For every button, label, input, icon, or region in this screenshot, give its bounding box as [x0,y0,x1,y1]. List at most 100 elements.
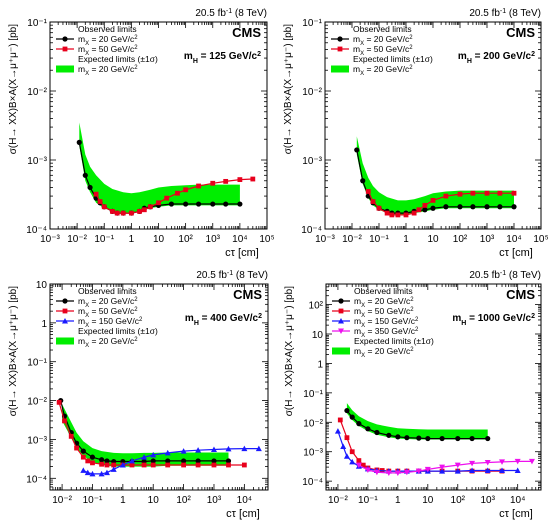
x-tick-label: 10 [422,495,434,506]
data-point [439,464,446,471]
data-point [226,462,231,468]
x-tick-label: 1 [403,234,409,245]
y-tick-label: 1 [41,319,47,330]
legend-marker [338,328,344,334]
x-tick-label: 10⁴ [506,234,521,245]
chart-panel-bottom-right: 20.5 fb-1 (8 TeV) 10⁻² 10⁻¹ 1 10 10² 10³ 10⁴ 10⁻… [284,270,542,520]
data-point [195,458,201,464]
legend-entry: mX = 20 GeV/c2 [78,336,138,349]
data-point [454,462,461,469]
data-point [349,414,355,420]
data-point [74,445,79,451]
x-tick-label: 1 [129,234,135,245]
x-tick-label: 10⁴ [510,495,525,506]
y-tick-label: 10⁻⁴ [302,477,323,488]
x-tick-label: 10 [148,495,160,506]
y-tick-label: 10⁻² [27,87,47,98]
legend-entry: mX = 50 GeV/c2 [78,44,138,57]
cms-label: CMS [506,25,535,40]
mass-label: mH = 125 GeV/c2 [184,51,261,65]
data-point [389,212,395,218]
data-point [386,432,392,438]
x-tick-label: 1 [120,495,126,506]
plot-area [56,397,262,477]
data-point [416,207,422,213]
x-tick-label: 10³ [480,495,495,506]
data-point [484,467,491,473]
data-point [484,204,490,210]
x-tick-label: 10² [176,495,191,506]
data-point [128,210,134,216]
plot-area [76,122,256,216]
data-point [457,204,463,210]
series-50-gev [56,399,247,468]
data-point [255,445,262,452]
legend-marker [338,298,344,304]
y-tick-label: 10 [312,330,324,341]
legend-header: Expected limits (±1σ) [353,54,433,64]
data-point [62,418,67,424]
cms-label: CMS [506,287,535,302]
data-point [344,435,350,441]
y-tick-label: 10⁻² [302,87,322,98]
data-point [250,176,256,182]
data-point [98,470,105,477]
x-tick-label: 10 [153,234,165,245]
legend-header: Observed limits [354,286,413,296]
data-point [470,204,476,210]
data-point [84,469,91,476]
data-point [241,445,248,452]
data-point [511,190,517,196]
x-tick-label: 10⁵ [259,234,274,245]
data-point [365,426,371,432]
legend-marker [338,318,344,324]
y-tick-label: 10⁻³ [27,435,47,446]
data-point [196,183,201,189]
data-point [195,462,201,468]
data-point [223,178,229,184]
data-point [356,421,362,427]
data-point [87,184,93,191]
data-point [237,201,243,207]
x-tick-label: 10⁴ [237,495,252,506]
chart-panel-top-left: 20.5 fb-1 (8 TeV) 10⁻³ 10⁻² 10⁻¹ 1 10 10² 10³ 10… [8,8,275,260]
data-point [422,202,428,208]
data-point [93,191,99,197]
data-point [355,462,362,469]
data-point [439,468,446,474]
series-50-gev [93,176,256,216]
x-tick-label: 10³ [207,495,222,506]
x-tick-label: 10⁻¹ [94,234,114,245]
expected-band [79,122,240,214]
data-point [111,462,117,468]
data-point [422,207,428,213]
data-point [164,449,171,456]
data-point [511,204,517,210]
data-point [430,205,436,211]
data-point [349,449,355,455]
data-point [225,445,232,452]
legend-header: Observed limits [78,286,137,296]
data-point [337,417,343,423]
legend-header: Expected limits (±1σ) [78,54,158,64]
data-point [354,147,360,153]
data-point [103,469,110,476]
data-point [411,210,417,216]
data-point [360,178,366,184]
data-point [404,435,410,441]
y-tick-label: 10⁻¹ [27,358,47,369]
data-point [528,458,535,465]
series-line [60,400,229,463]
data-point [165,462,171,468]
legend-entry: mX = 150 GeV/c2 [354,316,419,329]
data-point [225,458,232,464]
y-tick-label: 10² [309,301,324,312]
data-point [80,448,86,454]
legend-marker [62,46,68,52]
data-point [439,435,445,442]
data-point [164,195,170,201]
data-point [175,190,180,196]
data-point [514,458,521,465]
y-tick-label: 10 [36,280,48,291]
data-point [484,459,491,466]
